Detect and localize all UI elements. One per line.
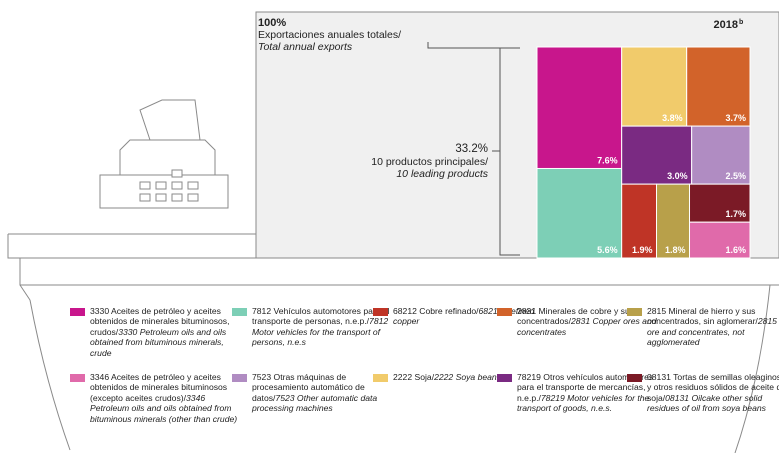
legend-swatch (373, 308, 388, 316)
value-label: 1.7% (725, 209, 746, 219)
legend-label-en: 3330 Petroleum oils and oils obtained fr… (90, 326, 227, 358)
subset-bracket (492, 47, 520, 256)
legend-entry: 08131 Tortas de semillas oleaginosas y o… (627, 372, 779, 414)
value-label: 1.6% (725, 245, 746, 255)
value-label: 7.6% (597, 155, 618, 165)
legend-swatch (232, 374, 247, 382)
legend-label: 3346 Aceites de petróleo y aceites obten… (90, 372, 228, 403)
total-title: Exportaciones anuales totales/ (258, 29, 401, 41)
treemap-cell (621, 183, 658, 259)
legend-label: 7523 Otras máquinas de procesamiento aut… (252, 372, 365, 403)
total-bracket (427, 42, 500, 49)
subset-title: 10 productos principales/ (371, 156, 488, 168)
subset-title-en: 10 leading products (396, 168, 488, 180)
legend-swatch (70, 374, 85, 382)
value-label: 2.5% (725, 171, 746, 181)
subset-label: 33.2% (455, 143, 488, 155)
legend-label: 08131 Tortas de semillas oleaginosas y o… (647, 372, 779, 403)
legend-label-en: 7812 Motor vehicles for the transport of… (252, 316, 389, 348)
legend-swatch (497, 308, 512, 316)
treemap-cell (536, 167, 623, 259)
ship-windows (139, 169, 199, 202)
value-label: 3.7% (725, 113, 746, 123)
treemap-cell (689, 183, 751, 223)
value-label: 1.8% (665, 245, 686, 255)
year: 2018 (714, 19, 738, 31)
legend-entry: 2222 Soja/2222 Soya beans (373, 372, 541, 382)
legend-label-en: 2815 Iron ore and concentrates, not aggl… (647, 316, 779, 348)
legend-swatch (373, 374, 388, 382)
legend-label: 2815 Mineral de hierro y sus concentrado… (647, 306, 758, 327)
legend-swatch (497, 374, 512, 382)
legend-label-en: 3346 Petroleum oils and oils obtained fr… (90, 392, 238, 424)
legend-label: 7812 Vehículos automotores para el trans… (252, 306, 390, 327)
year-note: b (739, 19, 743, 26)
legend-label: 2831 Minerales de cobre y sus concentrad… (517, 306, 635, 327)
legend-entry: 7812 Vehículos automotores para el trans… (232, 306, 400, 348)
legend-entry: 2815 Mineral de hierro y sus concentrado… (627, 306, 779, 348)
legend-swatch (627, 374, 642, 382)
legend-entry: 3346 Aceites de petróleo y aceites obten… (70, 372, 238, 424)
legend-entry: 3330 Aceites de petróleo y aceites obten… (70, 306, 238, 358)
total-title-en: Total annual exports (258, 41, 353, 53)
value-label: 5.6% (597, 245, 618, 255)
legend-entry: 2831 Minerales de cobre y sus concentrad… (497, 306, 665, 337)
legend-swatch (232, 308, 247, 316)
treemap-cell (536, 46, 623, 169)
legend-label: 78219 Otros vehículos automotores para e… (517, 372, 654, 403)
treemap-cell (691, 125, 751, 185)
value-label: 3.8% (662, 113, 683, 123)
legend-label-en: 2222 Soya beans (434, 372, 501, 382)
legend-label: 2222 Soja/ (393, 372, 435, 382)
treemap-cell (621, 46, 688, 127)
treemap: 7.6% 5.6% 3.8% 3.7% 3.0% 2.5% 1.9% 1.8% 1.7% 1.6% (536, 46, 751, 259)
treemap-cell (689, 221, 751, 259)
value-label: 1.9% (632, 245, 653, 255)
legend-entry: 7523 Otras máquinas de procesamiento aut… (232, 372, 400, 414)
legend-label: 3330 Aceites de petróleo y aceites obten… (90, 306, 230, 337)
value-label: 3.0% (667, 171, 688, 181)
total-label: 100% (258, 17, 286, 29)
legend-entry: 78219 Otros vehículos automotores para e… (497, 372, 665, 414)
legend-label: 68212 Cobre refinado/ (393, 306, 479, 316)
legend-swatch (627, 308, 642, 316)
legend-swatch (70, 308, 85, 316)
treemap-cell (621, 125, 693, 185)
legend-label-en: 78219 Motor vehicles for the transport o… (517, 392, 650, 414)
treemap-cell (686, 46, 751, 127)
legend-label-en: 7523 Other automatic data processing mac… (252, 392, 378, 414)
legend-label-en: 2831 Copper ores and concentrates (517, 316, 657, 337)
treemap-cell (656, 183, 691, 259)
legend-label-en: 08131 Oilcake other solid residues of oi… (647, 392, 766, 414)
